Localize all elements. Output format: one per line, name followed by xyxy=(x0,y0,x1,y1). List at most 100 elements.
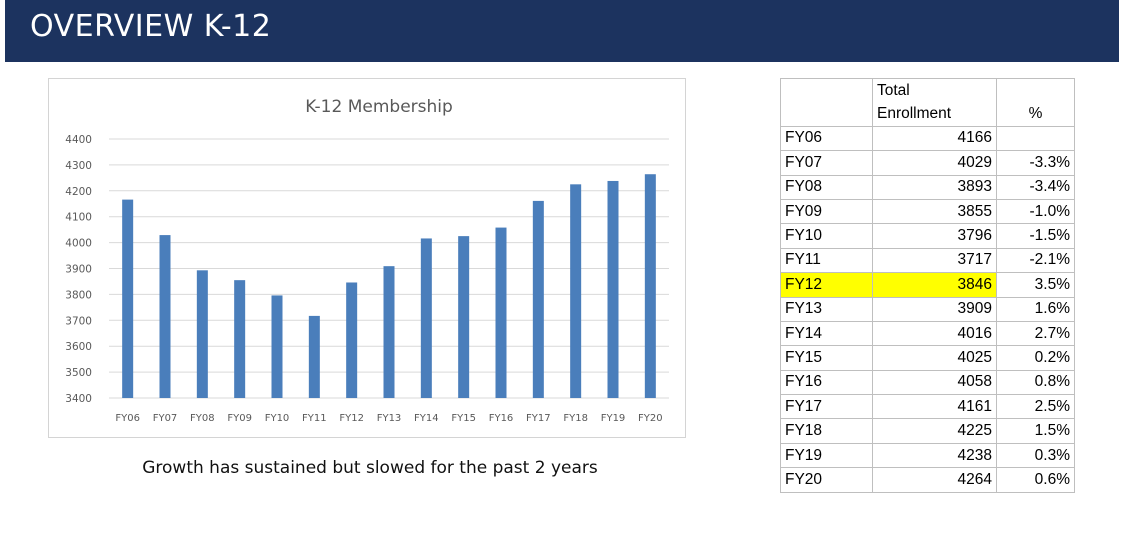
header-bar: OVERVIEW K-12 xyxy=(5,0,1119,62)
page-title: OVERVIEW K-12 xyxy=(30,9,272,44)
table-row: FY12 3846 3.5% xyxy=(780,272,1075,298)
table-cell-enrollment: 3717 xyxy=(872,247,997,274)
table-cell-enrollment: 3796 xyxy=(872,223,997,249)
bar xyxy=(458,236,470,398)
table-cell-year: FY09 xyxy=(780,198,873,225)
table-cell-enrollment: 4238 xyxy=(872,442,997,469)
bar xyxy=(383,266,395,398)
table-row: FY18 4225 1.5% xyxy=(780,418,1075,444)
table-header-row: Enrollment % xyxy=(780,102,1075,127)
table-cell-year: FY15 xyxy=(780,345,873,371)
x-tick-label: FY14 xyxy=(414,413,439,424)
membership-chart: K-12 Membership 4400 4300 4200 4100 4000 3900 3… xyxy=(48,78,686,438)
chart-title: K-12 Membership xyxy=(305,97,453,117)
table-cell-year: FY16 xyxy=(780,369,873,396)
x-tick-label: FY15 xyxy=(451,413,476,424)
table-cell-year: FY13 xyxy=(780,296,873,322)
table-cell-percent: 0.3% xyxy=(996,442,1075,469)
bar xyxy=(308,315,320,398)
x-tick-label: FY07 xyxy=(153,413,178,424)
table-row: FY06 4166 xyxy=(780,125,1075,152)
table-row: FY07 4029 -3.3% xyxy=(780,150,1075,176)
table-cell-year: FY10 xyxy=(780,223,873,249)
table-cell-enrollment: 4225 xyxy=(872,418,997,444)
table-cell-year: FY14 xyxy=(780,320,873,347)
bar xyxy=(159,235,171,398)
table-cell-percent: 0.6% xyxy=(996,467,1075,493)
header-percent: % xyxy=(996,102,1075,127)
x-tick-label: FY10 xyxy=(265,413,290,424)
table-cell-year: FY18 xyxy=(780,418,873,444)
x-tick-label: FY16 xyxy=(489,413,514,424)
table-row: FY15 4025 0.2% xyxy=(780,345,1075,371)
table-cell-percent: 0.8% xyxy=(996,369,1075,396)
bar-chart-svg: K-12 Membership 4400 4300 4200 4100 4000 3900 3… xyxy=(65,97,669,424)
table-cell-enrollment: 3893 xyxy=(872,174,997,200)
header-enrollment: Enrollment xyxy=(872,102,997,127)
y-tick-label: 4400 xyxy=(65,134,92,146)
header-blank-cell xyxy=(780,102,873,127)
table-cell-percent: 1.6% xyxy=(996,296,1075,322)
table-cell-year: FY12 xyxy=(780,272,873,298)
table-row: FY16 4058 0.8% xyxy=(780,369,1075,396)
table-cell-enrollment: 3909 xyxy=(872,296,997,322)
table-cell-percent: -1.5% xyxy=(996,223,1075,249)
bar xyxy=(196,270,208,398)
table-row: FY20 4264 0.6% xyxy=(780,467,1075,493)
table-cell-percent: 2.7% xyxy=(996,320,1075,347)
table-cell-percent: 0.2% xyxy=(996,345,1075,371)
header-total: Total xyxy=(872,78,997,103)
y-tick-label: 4100 xyxy=(65,212,92,224)
table-cell-enrollment: 4029 xyxy=(872,150,997,176)
table-row: FY08 3893 -3.4% xyxy=(780,174,1075,200)
table-header-row: Total xyxy=(780,78,1075,103)
bar xyxy=(607,180,619,398)
y-tick-label: 3900 xyxy=(65,264,92,276)
table-row: FY09 3855 -1.0% xyxy=(780,198,1075,225)
table-cell-enrollment: 4166 xyxy=(872,125,997,152)
bar xyxy=(570,184,582,398)
table-body: FY06 4166 FY07 4029 -3.3% FY08 3893 -3.4% FY09 38… xyxy=(780,125,1075,493)
bar xyxy=(532,200,544,398)
y-tick-label: 3800 xyxy=(65,289,92,301)
table-cell-percent: -2.1% xyxy=(996,247,1075,274)
table-row: FY11 3717 -2.1% xyxy=(780,247,1075,274)
table-cell-year: FY06 xyxy=(780,125,873,152)
table-row: FY13 3909 1.6% xyxy=(780,296,1075,322)
bar xyxy=(271,295,283,398)
bar xyxy=(420,238,432,398)
table-cell-percent: 1.5% xyxy=(996,418,1075,444)
table-cell-percent: 2.5% xyxy=(996,394,1075,420)
y-tick-label: 4000 xyxy=(65,238,92,250)
enrollment-table: Total Enrollment % FY06 4166 FY07 4029 -3.3%… xyxy=(780,78,1075,493)
x-tick-label: FY12 xyxy=(339,413,364,424)
x-tick-label: FY09 xyxy=(227,413,252,424)
table-cell-enrollment: 4025 xyxy=(872,345,997,371)
chart-caption: Growth has sustained but slowed for the … xyxy=(142,458,598,478)
table-cell-year: FY11 xyxy=(780,247,873,274)
table-cell-year: FY17 xyxy=(780,394,873,420)
x-tick-label: FY18 xyxy=(563,413,588,424)
x-tick-label: FY11 xyxy=(302,413,327,424)
table-cell-enrollment: 4058 xyxy=(872,369,997,396)
table-cell-enrollment: 3855 xyxy=(872,198,997,225)
x-tick-label: FY20 xyxy=(638,413,663,424)
y-tick-label: 3600 xyxy=(65,341,92,353)
table-cell-percent: -3.4% xyxy=(996,174,1075,200)
y-tick-label: 3400 xyxy=(65,393,92,405)
table-cell-year: FY20 xyxy=(780,467,873,493)
table-cell-year: FY08 xyxy=(780,174,873,200)
table-cell-enrollment: 4264 xyxy=(872,467,997,493)
bar xyxy=(122,199,134,398)
table-cell-percent: -1.0% xyxy=(996,198,1075,225)
y-tick-label: 3700 xyxy=(65,315,92,327)
table-cell-percent xyxy=(996,125,1075,152)
table-cell-percent: 3.5% xyxy=(996,272,1075,298)
table-row: FY10 3796 -1.5% xyxy=(780,223,1075,249)
table-cell-year: FY07 xyxy=(780,150,873,176)
y-tick-label: 4300 xyxy=(65,160,92,172)
table-row: FY19 4238 0.3% xyxy=(780,442,1075,469)
header-blank-cell xyxy=(780,78,873,103)
table-cell-enrollment: 3846 xyxy=(872,272,997,298)
table-cell-year: FY19 xyxy=(780,442,873,469)
